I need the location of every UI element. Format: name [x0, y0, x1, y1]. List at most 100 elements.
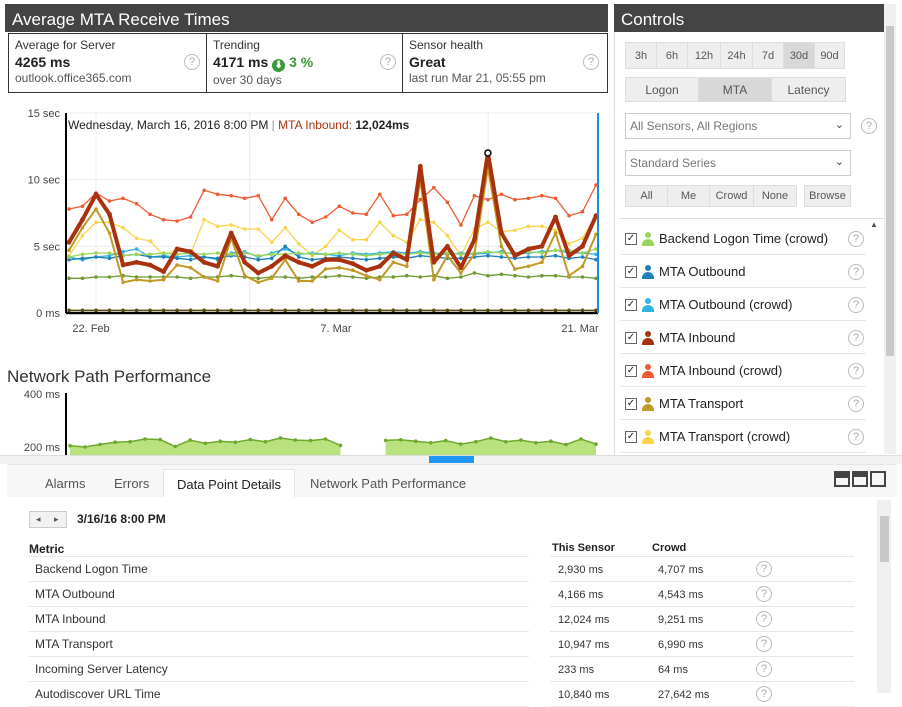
- data-point[interactable]: [188, 438, 192, 442]
- data-point[interactable]: [107, 199, 112, 203]
- data-point[interactable]: [580, 251, 585, 255]
- data-point[interactable]: [391, 213, 396, 218]
- sensor-select[interactable]: All Sensors, All Regions ⌄: [625, 113, 851, 139]
- data-point[interactable]: [445, 243, 450, 249]
- data-point[interactable]: [107, 211, 112, 217]
- data-point[interactable]: [148, 252, 152, 257]
- help-icon[interactable]: ?: [756, 661, 772, 677]
- data-point[interactable]: [83, 445, 87, 449]
- data-point[interactable]: [539, 243, 545, 249]
- mta-receive-chart[interactable]: 15 sec 10 sec 5 sec 0 ms 22. Feb 7. Mar 21. M…: [0, 100, 612, 340]
- data-point[interactable]: [309, 263, 315, 269]
- data-point[interactable]: [121, 196, 125, 201]
- data-point[interactable]: [242, 227, 247, 231]
- data-point[interactable]: [337, 228, 342, 233]
- data-point[interactable]: [363, 267, 369, 273]
- data-point[interactable]: [248, 437, 253, 442]
- data-point[interactable]: [594, 247, 598, 251]
- data-point[interactable]: [147, 262, 153, 268]
- browse-button[interactable]: Browse: [804, 185, 851, 207]
- data-point[interactable]: [143, 437, 147, 441]
- data-point[interactable]: [499, 308, 504, 313]
- data-point[interactable]: [553, 231, 558, 235]
- data-point[interactable]: [80, 217, 85, 223]
- data-point[interactable]: [417, 163, 423, 169]
- data-point[interactable]: [134, 247, 139, 251]
- data-point[interactable]: [540, 251, 544, 255]
- data-point[interactable]: [564, 442, 568, 447]
- series-checkbox[interactable]: ✓: [625, 365, 637, 377]
- data-point[interactable]: [134, 259, 140, 265]
- data-point[interactable]: [458, 442, 463, 446]
- help-icon[interactable]: ?: [848, 330, 864, 346]
- selected-point-marker[interactable]: [484, 149, 492, 157]
- data-point[interactable]: [269, 263, 275, 269]
- data-point[interactable]: [310, 252, 315, 257]
- data-point[interactable]: [323, 437, 328, 441]
- help-icon[interactable]: ?: [848, 396, 864, 412]
- data-point[interactable]: [459, 252, 463, 257]
- data-point[interactable]: [202, 252, 206, 257]
- data-point[interactable]: [526, 196, 531, 201]
- data-point[interactable]: [188, 249, 194, 255]
- data-point[interactable]: [256, 193, 261, 198]
- data-point[interactable]: [553, 248, 558, 253]
- series-line[interactable]: [68, 248, 597, 258]
- data-point[interactable]: [526, 246, 531, 252]
- data-point[interactable]: [579, 437, 583, 441]
- data-point[interactable]: [351, 268, 355, 273]
- data-point[interactable]: [472, 271, 477, 275]
- layout-split-icon[interactable]: [834, 471, 850, 487]
- data-point[interactable]: [175, 308, 179, 313]
- data-point[interactable]: [188, 308, 193, 313]
- data-point[interactable]: [580, 255, 585, 259]
- data-point[interactable]: [229, 308, 233, 313]
- data-point[interactable]: [364, 237, 369, 242]
- series-line[interactable]: [69, 272, 597, 279]
- data-point[interactable]: [364, 253, 369, 258]
- range-24h[interactable]: 24h: [721, 43, 753, 68]
- data-point[interactable]: [148, 308, 152, 313]
- series-line[interactable]: [68, 215, 597, 257]
- data-point[interactable]: [134, 236, 139, 241]
- series-toggle[interactable]: ✓ MTA Transport (crowd)?: [620, 421, 866, 453]
- data-point[interactable]: [486, 249, 490, 254]
- splitter-handle[interactable]: [429, 456, 474, 463]
- data-point[interactable]: [337, 204, 342, 209]
- help-icon[interactable]: ?: [848, 264, 864, 280]
- filter-none[interactable]: None: [761, 190, 789, 202]
- data-point[interactable]: [310, 279, 315, 283]
- series-checkbox[interactable]: ✓: [625, 332, 637, 344]
- data-point[interactable]: [175, 256, 179, 261]
- data-point[interactable]: [94, 251, 98, 255]
- data-point[interactable]: [458, 265, 464, 271]
- data-point[interactable]: [293, 438, 298, 442]
- data-point[interactable]: [134, 201, 139, 206]
- data-point[interactable]: [215, 308, 220, 313]
- data-point[interactable]: [513, 228, 517, 233]
- data-point[interactable]: [526, 308, 531, 313]
- data-point[interactable]: [486, 273, 490, 278]
- data-point[interactable]: [364, 276, 369, 281]
- data-point[interactable]: [283, 196, 288, 201]
- data-point[interactable]: [202, 308, 206, 313]
- data-point[interactable]: [310, 257, 315, 262]
- data-point[interactable]: [474, 439, 478, 444]
- next-point-icon[interactable]: ▸: [54, 514, 59, 524]
- data-point[interactable]: [378, 256, 382, 261]
- data-point[interactable]: [80, 233, 85, 238]
- data-point[interactable]: [519, 438, 523, 442]
- data-point[interactable]: [512, 253, 518, 259]
- data-point[interactable]: [269, 308, 274, 313]
- data-point[interactable]: [418, 197, 423, 202]
- data-point[interactable]: [66, 239, 72, 245]
- data-point[interactable]: [432, 185, 436, 190]
- data-point[interactable]: [296, 212, 301, 217]
- data-point[interactable]: [472, 237, 477, 243]
- data-point[interactable]: [486, 220, 490, 225]
- data-point[interactable]: [364, 212, 369, 217]
- data-point[interactable]: [215, 263, 221, 269]
- data-point[interactable]: [203, 441, 208, 446]
- filter-me[interactable]: Me: [668, 186, 710, 206]
- range-6h[interactable]: 6h: [657, 43, 688, 68]
